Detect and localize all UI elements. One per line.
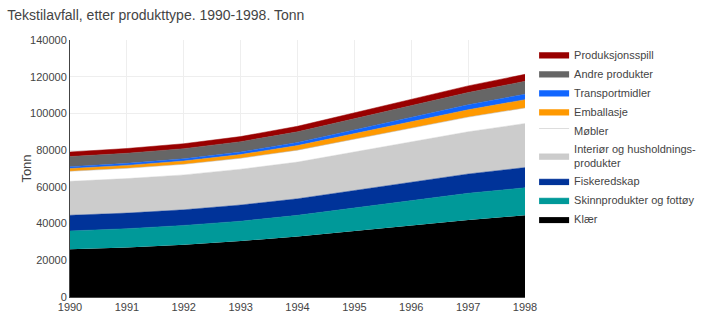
svg-text:Andre produkter: Andre produkter	[574, 68, 653, 80]
svg-text:20000: 20000	[36, 254, 67, 266]
svg-text:1994: 1994	[285, 301, 309, 313]
svg-text:Transportmidler: Transportmidler	[574, 87, 651, 99]
svg-text:Produksjonsspill: Produksjonsspill	[574, 49, 653, 61]
svg-text:1991: 1991	[115, 301, 139, 313]
svg-text:Møbler: Møbler	[574, 125, 609, 137]
svg-text:40000: 40000	[36, 217, 67, 229]
svg-text:Emballasje: Emballasje	[574, 106, 628, 118]
svg-text:140000: 140000	[30, 34, 67, 46]
svg-text:1996: 1996	[399, 301, 423, 313]
svg-text:1990: 1990	[58, 301, 82, 313]
svg-text:80000: 80000	[36, 144, 67, 156]
svg-text:1992: 1992	[172, 301, 196, 313]
svg-text:1998: 1998	[513, 301, 537, 313]
svg-text:Tonn: Tonn	[19, 154, 34, 182]
svg-text:Interiør og husholdnings-produ: Interiør og husholdnings-produkter	[574, 143, 696, 169]
svg-text:120000: 120000	[30, 71, 67, 83]
svg-text:100000: 100000	[30, 107, 67, 119]
svg-text:1997: 1997	[456, 301, 480, 313]
svg-text:0: 0	[61, 291, 67, 303]
svg-text:1995: 1995	[342, 301, 366, 313]
svg-text:Klær: Klær	[574, 213, 598, 225]
svg-text:Fiskeredskap: Fiskeredskap	[574, 175, 639, 187]
svg-text:1993: 1993	[228, 301, 252, 313]
svg-text:60000: 60000	[36, 181, 67, 193]
svg-text:Tekstilavfall, etter produktty: Tekstilavfall, etter produkttype. 1990-1…	[7, 7, 304, 23]
svg-text:Skinnprodukter og fottøy: Skinnprodukter og fottøy	[574, 194, 694, 206]
